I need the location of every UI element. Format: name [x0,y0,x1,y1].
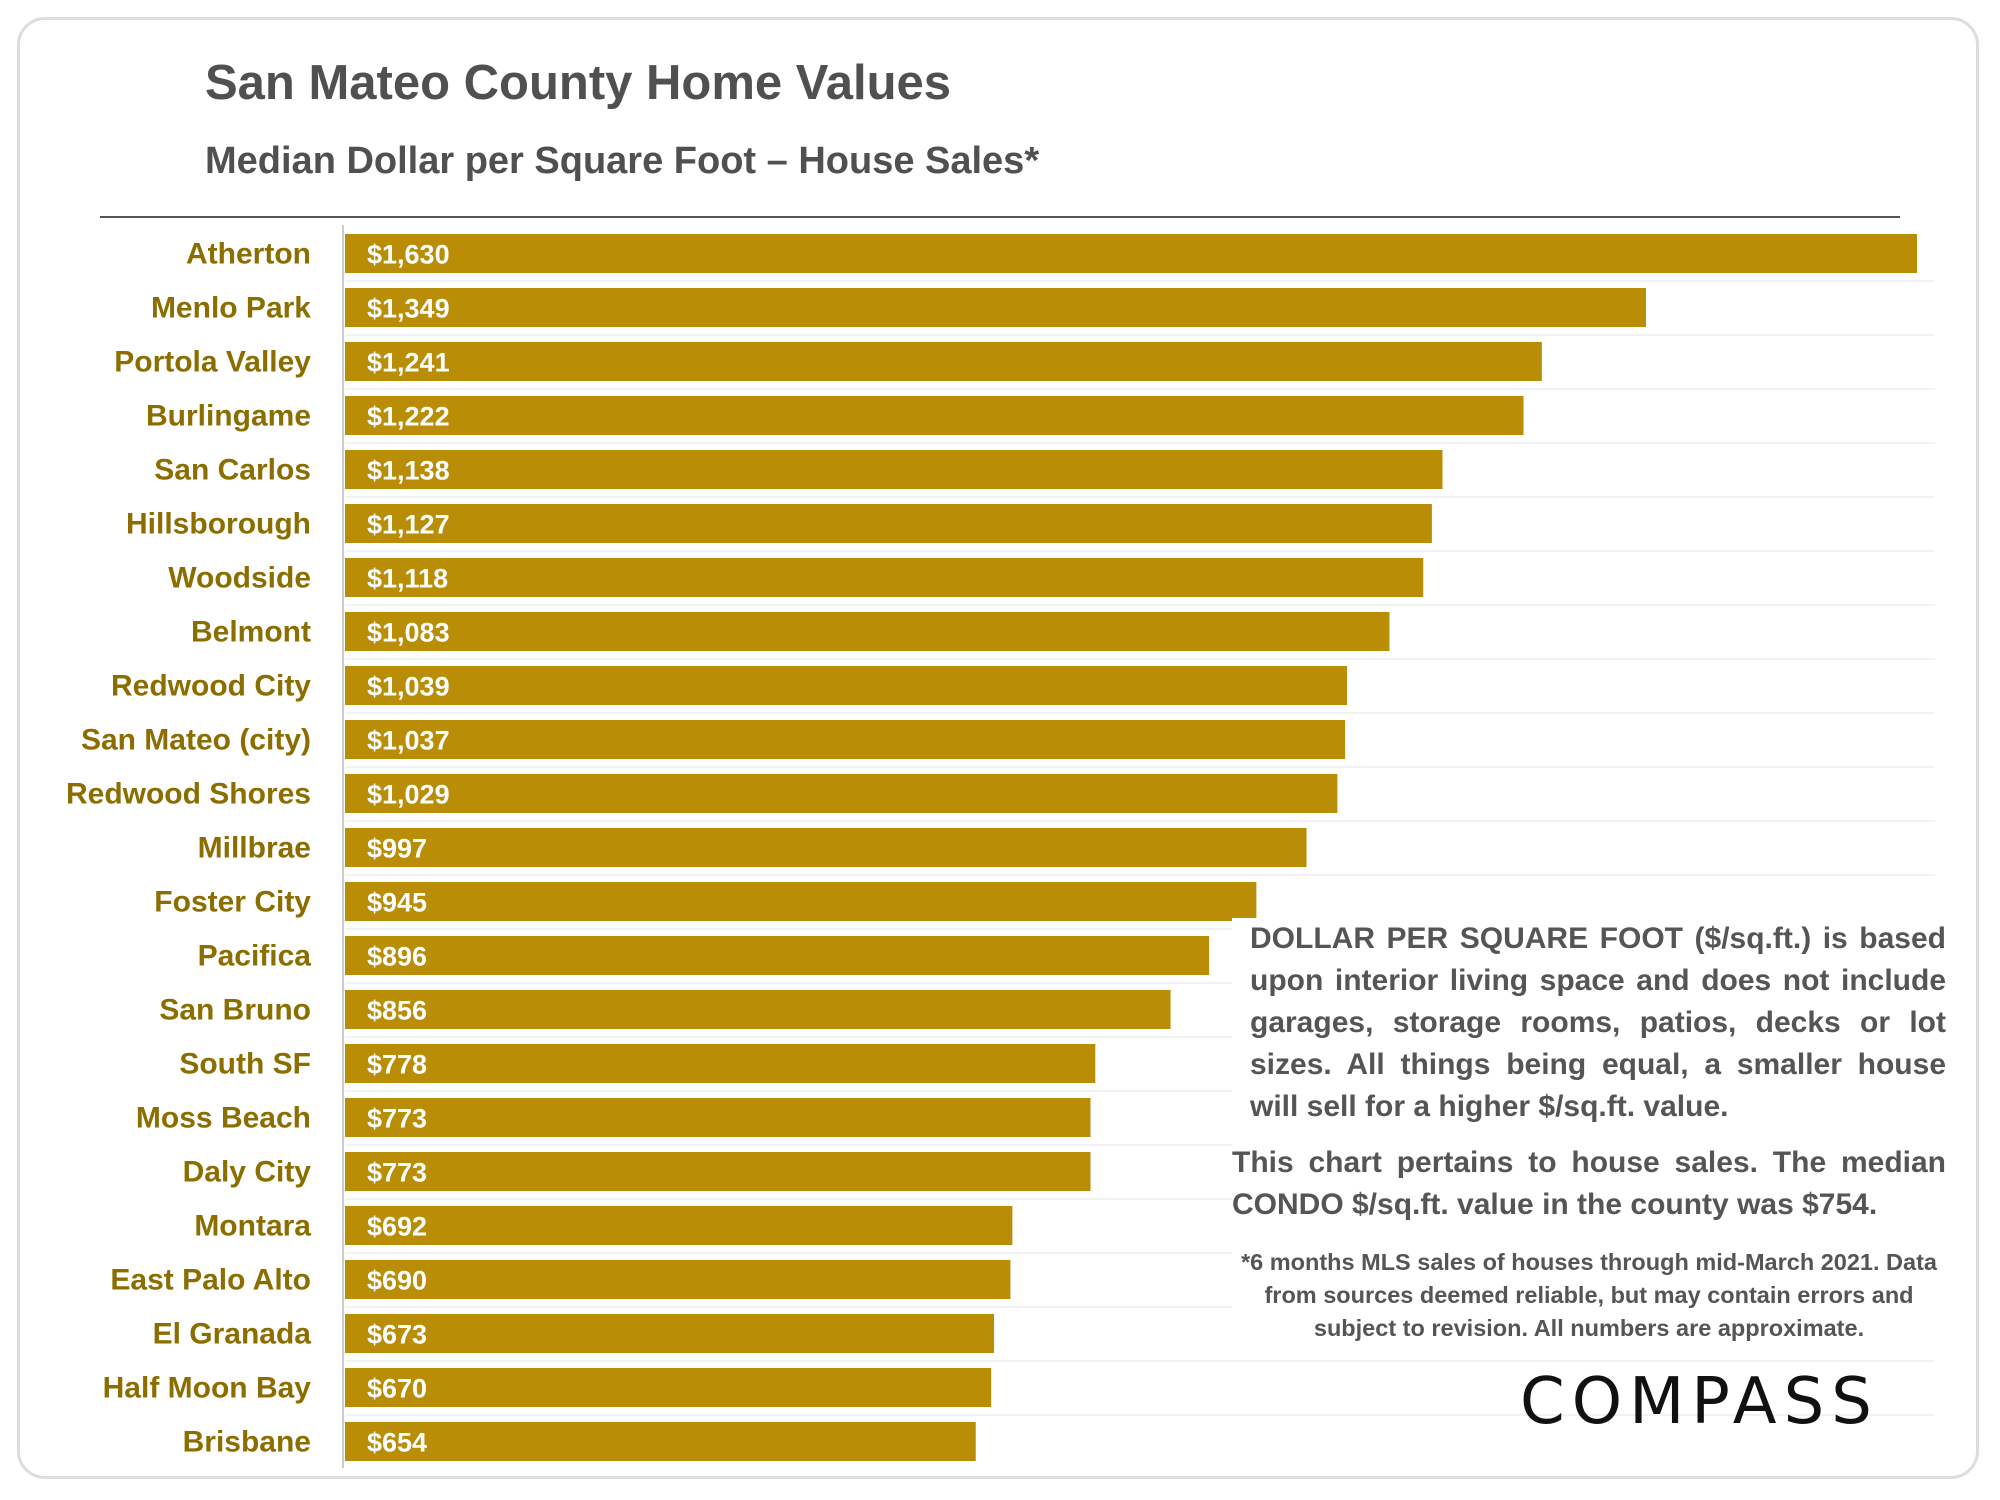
category-label: East Palo Alto [110,1264,311,1297]
bar-value-label: $1,039 [367,672,450,702]
category-label: El Granada [153,1318,312,1351]
bar [345,234,1917,273]
chart-subtitle: Median Dollar per Square Foot – House Sa… [205,140,1040,182]
bar [345,1044,1096,1083]
category-label: Redwood Shores [66,778,311,811]
bar-value-label: $670 [367,1374,427,1404]
compass-logo: COMPASS [1520,1365,1879,1439]
bar-value-label: $1,138 [367,456,450,486]
bar [345,1422,976,1461]
category-label: Redwood City [111,670,311,703]
category-label: South SF [179,1048,311,1081]
bar [345,990,1171,1029]
category-label: Portola Valley [114,346,311,379]
bar-value-label: $896 [367,942,427,972]
bar-value-label: $1,241 [367,348,450,378]
bar [345,666,1348,705]
bars: $1,630 Atherton $1,349 Menlo Park $1,241 Port… [66,234,1917,1461]
bar [345,882,1257,921]
category-label: Moss Beach [136,1102,311,1135]
bar-value-label: $773 [367,1158,427,1188]
bar-value-label: $690 [367,1266,427,1296]
bar-value-label: $945 [367,888,427,918]
bar-value-label: $1,349 [367,294,450,324]
bar [345,774,1338,813]
bar [345,720,1346,759]
category-label: San Mateo (city) [81,724,311,757]
bar [345,342,1542,381]
bar [345,1098,1091,1137]
category-label: Hillsborough [126,508,311,541]
category-label: Atherton [186,238,311,271]
bar [345,396,1524,435]
bar [345,1314,995,1353]
bar-value-label: $1,222 [367,402,450,432]
bar-value-label: $778 [367,1050,427,1080]
bar [345,504,1432,543]
bar-value-label: $1,127 [367,510,450,540]
notes-panel: DOLLAR PER SQUARE FOOT ($/sq.ft.) is bas… [1232,918,1946,1345]
bar-value-label: $1,083 [367,618,450,648]
bar-value-label: $856 [367,996,427,1026]
title-divider [100,216,1900,218]
definition-note: DOLLAR PER SQUARE FOOT ($/sq.ft.) is bas… [1250,922,1946,1123]
category-label: Pacifica [198,940,312,973]
chart-title: San Mateo County Home Values [205,56,952,110]
category-label: Millbrae [198,832,311,865]
category-label: Woodside [168,562,311,595]
category-label: Montara [194,1210,311,1243]
category-label: Foster City [154,886,311,919]
bar-value-label: $654 [367,1428,427,1458]
bar [345,1368,992,1407]
category-label: Daly City [183,1156,312,1189]
bar-value-label: $1,029 [367,780,450,810]
category-label: Burlingame [146,400,311,433]
bar-value-label: $692 [367,1212,427,1242]
category-label: San Carlos [154,454,311,487]
category-label: Menlo Park [151,292,311,325]
bar [345,1152,1091,1191]
category-label: Brisbane [183,1426,311,1459]
bar-value-label: $1,037 [367,726,450,756]
category-label: Half Moon Bay [103,1372,312,1405]
bar [345,1206,1013,1245]
bar-value-label: $997 [367,834,427,864]
bar [345,936,1210,975]
bar-value-label: $773 [367,1104,427,1134]
category-label: Belmont [191,616,311,649]
bar-value-label: $1,118 [367,564,448,594]
bar [345,288,1646,327]
bar [345,450,1443,489]
bar [345,558,1424,597]
bar-value-label: $1,630 [367,240,450,270]
bar-value-label: $673 [367,1320,427,1350]
bar [345,1260,1011,1299]
bar [345,612,1390,651]
category-label: San Bruno [159,994,311,1027]
source-footnote: *6 months MLS sales of houses through mi… [1240,1249,1937,1341]
condo-note: This chart pertains to house sales. The … [1232,1146,1946,1221]
bar [345,828,1307,867]
